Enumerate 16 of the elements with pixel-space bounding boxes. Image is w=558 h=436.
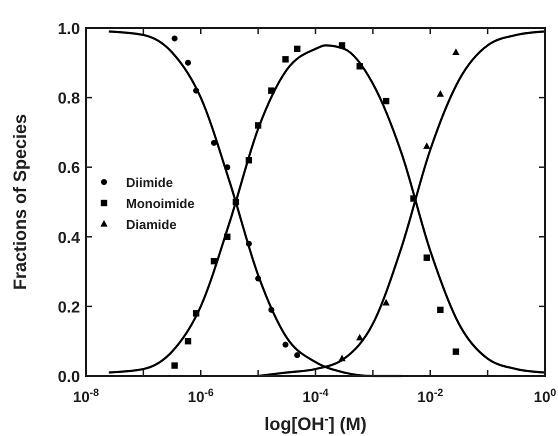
legend-label: Diamide [126, 217, 177, 232]
x-tick-label: 10$^{-6}$ [188, 387, 214, 406]
y-tick-label: 0.6 [58, 160, 80, 178]
x-tick-label: 10$^{-4}$ [302, 387, 329, 406]
legend-label: Diimide [126, 175, 173, 190]
x-tick-label: 10$^{0}$ [534, 387, 556, 406]
y-tick-label: 0.4 [58, 230, 80, 247]
x-tick-label: 10$^{-8}$ [72, 387, 100, 406]
legend-label: Monoimide [126, 196, 195, 211]
x-tick-label: 10$^{-2}$ [417, 387, 444, 406]
y-tick-label: 1.0 [58, 21, 80, 38]
y-tick-label: 0.0 [58, 369, 80, 386]
y-axis-title: Fractions of Species [10, 114, 30, 290]
y-tick-label: 0.2 [58, 299, 80, 316]
x-axis-title: log[OH$^{-}$] (M) [264, 412, 367, 434]
y-tick-label: 0.8 [58, 90, 80, 108]
